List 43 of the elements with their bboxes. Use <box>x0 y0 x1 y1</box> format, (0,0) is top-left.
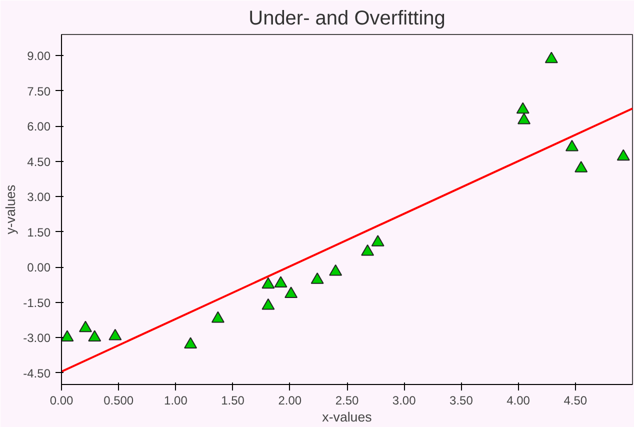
point <box>361 244 374 256</box>
x-axis-title: x-values <box>322 410 372 424</box>
x-tick-label: 0.500 <box>104 394 134 408</box>
y-tick-label: -3.00 <box>23 331 51 346</box>
y-tick-label: 3.00 <box>27 190 51 204</box>
point <box>62 330 74 342</box>
y-tick-label: 7.50 <box>27 84 51 98</box>
point <box>184 337 198 349</box>
y-tick-label: 0.00 <box>27 260 51 275</box>
point <box>88 330 102 342</box>
x-tick-label: 4.50 <box>564 394 588 408</box>
point <box>310 272 324 284</box>
point <box>565 140 578 152</box>
point <box>518 112 531 124</box>
y-tick-label: -1.50 <box>23 296 51 310</box>
y-tick-label: 9.00 <box>27 49 51 64</box>
point <box>78 320 92 332</box>
point <box>574 160 588 172</box>
y-tick-label: 1.50 <box>27 225 51 240</box>
point <box>262 277 275 289</box>
point <box>211 311 224 323</box>
point <box>516 102 530 114</box>
x-tick-label: 4.00 <box>506 394 530 408</box>
x-tick-label: 3.50 <box>450 394 474 408</box>
point <box>108 328 122 340</box>
y-tick-label: -4.50 <box>23 366 51 380</box>
chart-title: Under- and Overfitting <box>248 8 446 30</box>
y-axis-title: y-values <box>3 184 18 234</box>
point <box>274 276 288 288</box>
y-tick-label: 6.00 <box>27 120 51 134</box>
point <box>371 234 384 246</box>
point <box>284 286 298 298</box>
point <box>544 52 558 64</box>
point <box>329 264 342 276</box>
point <box>262 298 275 310</box>
x-tick-label: 3.00 <box>392 394 416 408</box>
x-tick-label: 2.00 <box>278 394 302 408</box>
x-tick-label: 2.50 <box>335 394 360 408</box>
y-tick-label: 4.50 <box>27 154 51 169</box>
x-tick-label: 1.50 <box>221 394 245 408</box>
point <box>616 149 630 161</box>
x-tick-label: 0.00 <box>50 394 74 408</box>
x-tick-label: 1.00 <box>164 394 188 408</box>
